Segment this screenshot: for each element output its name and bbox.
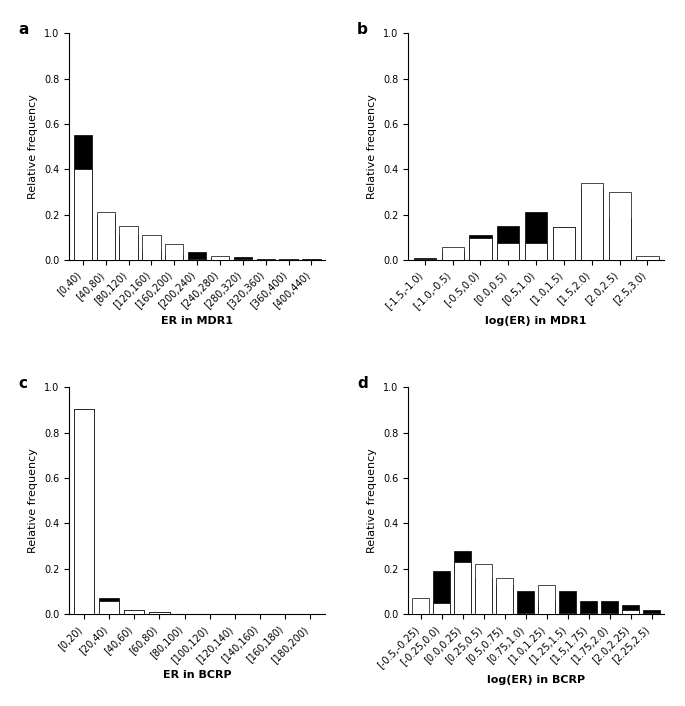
X-axis label: log(ER) in BCRP: log(ER) in BCRP	[487, 675, 585, 685]
Bar	[469, 235, 492, 260]
Bar	[188, 252, 206, 260]
Bar	[119, 235, 138, 260]
Bar	[622, 605, 639, 614]
Bar	[525, 213, 547, 260]
Bar	[636, 258, 658, 260]
Bar	[601, 613, 618, 614]
X-axis label: ER in MDR1: ER in MDR1	[161, 316, 233, 326]
Bar	[496, 585, 513, 614]
Bar	[74, 409, 95, 614]
Bar	[74, 169, 92, 260]
Bar	[559, 613, 576, 614]
Y-axis label: Relative frequency: Relative frequency	[367, 448, 377, 554]
Bar	[553, 227, 575, 260]
Bar	[97, 213, 115, 260]
Bar	[442, 251, 464, 260]
Bar	[442, 247, 464, 260]
Bar	[414, 259, 436, 260]
Bar	[124, 609, 145, 614]
Bar	[517, 613, 534, 614]
Bar	[74, 136, 92, 260]
Bar	[497, 226, 519, 260]
Bar	[553, 227, 575, 260]
Bar	[434, 603, 450, 614]
X-axis label: log(ER) in MDR1: log(ER) in MDR1	[486, 316, 587, 326]
Bar	[475, 564, 492, 614]
Bar	[99, 601, 119, 614]
Bar	[580, 601, 597, 614]
Bar	[608, 218, 631, 260]
Bar	[74, 409, 95, 614]
Bar	[412, 598, 429, 614]
Bar	[234, 257, 252, 260]
Bar	[97, 215, 115, 260]
Bar	[124, 609, 145, 614]
Bar	[434, 571, 450, 614]
Bar	[496, 578, 513, 614]
Bar	[165, 256, 184, 260]
Y-axis label: Relative frequency: Relative frequency	[29, 94, 38, 199]
Bar	[142, 235, 160, 260]
Bar	[257, 259, 275, 260]
Bar	[517, 592, 534, 614]
Bar	[559, 592, 576, 614]
Bar	[211, 256, 229, 260]
Bar	[469, 239, 492, 260]
Bar	[142, 251, 160, 260]
Bar	[538, 585, 555, 614]
Bar	[643, 613, 660, 614]
X-axis label: ER in BCRP: ER in BCRP	[163, 670, 232, 680]
Text: d: d	[357, 376, 368, 391]
Bar	[454, 551, 471, 614]
Bar	[497, 243, 519, 260]
Bar	[149, 612, 169, 614]
Bar	[454, 562, 471, 614]
Text: b: b	[357, 22, 368, 37]
Bar	[188, 259, 206, 260]
Bar	[525, 243, 547, 260]
Bar	[149, 612, 169, 614]
Bar	[601, 601, 618, 614]
Bar	[99, 598, 119, 614]
Bar	[643, 609, 660, 614]
Bar	[608, 192, 631, 260]
Bar	[165, 244, 184, 260]
Text: c: c	[18, 376, 27, 391]
Bar	[414, 258, 436, 260]
Text: a: a	[18, 22, 28, 37]
Bar	[580, 613, 597, 614]
Bar	[622, 609, 639, 614]
Bar	[538, 601, 555, 614]
Y-axis label: Relative frequency: Relative frequency	[367, 94, 377, 199]
Bar	[211, 258, 229, 260]
Bar	[475, 578, 492, 614]
Bar	[581, 183, 603, 260]
Bar	[234, 259, 252, 260]
Y-axis label: Relative frequency: Relative frequency	[29, 448, 38, 554]
Bar	[581, 187, 603, 260]
Bar	[636, 256, 658, 260]
Bar	[119, 226, 138, 260]
